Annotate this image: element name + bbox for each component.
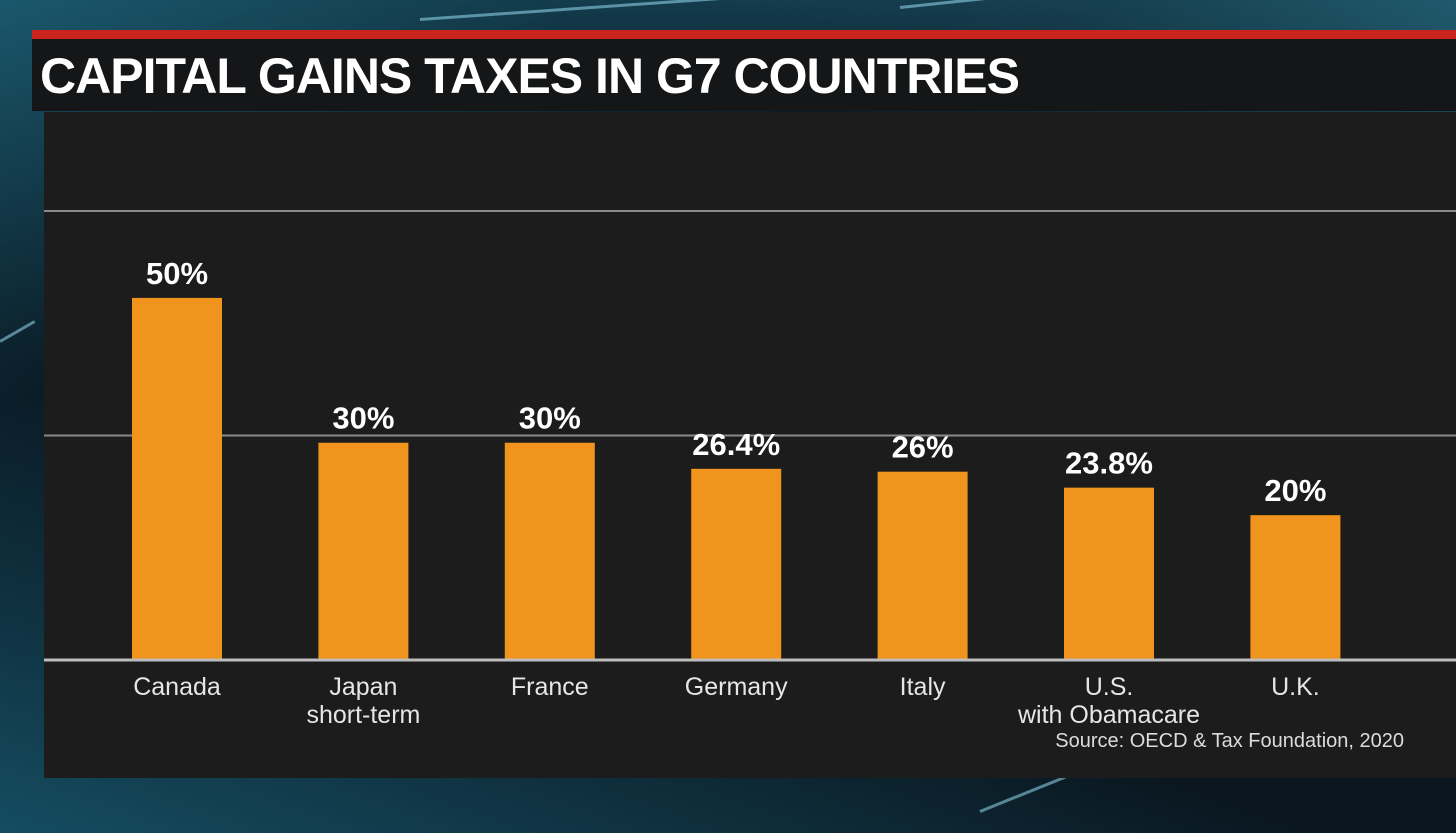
value-label-6: 20%	[1264, 473, 1326, 508]
bar-1	[318, 442, 409, 660]
category-label-3: Germany	[685, 673, 788, 701]
bar-4	[877, 471, 968, 660]
category-label-4: Italy	[900, 673, 946, 701]
title-accent-bar	[32, 30, 1456, 39]
source-note: Source: OECD & Tax Foundation, 2020	[1055, 730, 1404, 752]
category-label-5-1: with Obamacare	[1017, 701, 1200, 729]
bar-0	[132, 297, 222, 660]
title-band: CAPITAL GAINS TAXES IN G7 COUNTRIES	[32, 39, 1456, 111]
bar-2	[504, 442, 595, 660]
chart-panel: 50% Canada 30% Japan short-term 30% France 26.4…	[44, 112, 1456, 778]
value-label-5: 23.8%	[1065, 446, 1153, 481]
value-label-1: 30%	[332, 401, 394, 436]
bar-5	[1064, 487, 1154, 660]
category-label-1-1: short-term	[306, 701, 420, 729]
bar-6	[1250, 515, 1341, 660]
value-label-0: 50%	[146, 256, 208, 291]
category-label-2: France	[511, 673, 589, 701]
category-label-0: Canada	[133, 673, 221, 701]
category-label-1-0: Japan	[329, 673, 397, 701]
value-label-2: 30%	[519, 401, 581, 436]
category-label-5-0: U.S.	[1085, 673, 1134, 701]
bar-3	[691, 468, 782, 660]
value-label-4: 26%	[892, 430, 954, 465]
value-label-3: 26.4%	[692, 427, 780, 462]
category-label-6: U.K.	[1271, 673, 1320, 701]
chart-title: CAPITAL GAINS TAXES IN G7 COUNTRIES	[40, 48, 1020, 104]
